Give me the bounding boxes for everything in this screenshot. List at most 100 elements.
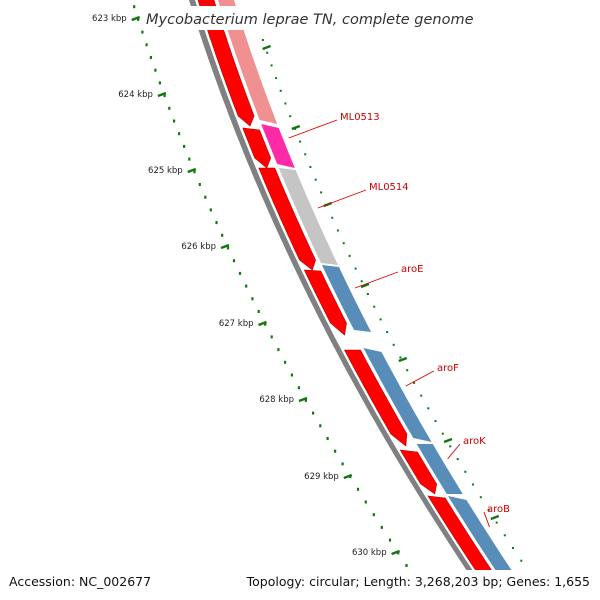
accession-text: Accession: NC_002677	[9, 574, 151, 589]
gene-labels: ML0513 ML0514 aroE aroF aroK aroB	[288, 112, 510, 528]
minor-tick	[183, 144, 186, 148]
cds-feature	[399, 449, 438, 495]
minor-tick	[434, 420, 437, 422]
gene-label-aroe: aroE	[401, 264, 423, 275]
minor-tick	[512, 547, 514, 549]
minor-tick	[386, 331, 389, 334]
gene-feature	[218, 0, 278, 124]
minor-tick	[270, 335, 273, 339]
major-tick	[157, 91, 167, 98]
kbp-label: 629 kbp	[304, 472, 339, 482]
gene-feature	[416, 444, 463, 494]
minor-tick	[373, 305, 376, 308]
cds-feature	[258, 167, 316, 271]
minor-tick	[284, 360, 287, 364]
minor-tick	[226, 246, 230, 250]
major-tick	[360, 282, 370, 289]
minor-tick	[392, 343, 395, 346]
minor-tick	[133, 5, 136, 9]
minor-tick	[304, 153, 307, 156]
gene-feature	[261, 124, 295, 168]
minor-tick	[487, 508, 490, 511]
minor-tick	[348, 254, 351, 257]
minor-tick	[154, 68, 157, 72]
minor-tick	[356, 487, 360, 491]
gene-leader-line	[317, 189, 367, 209]
map-title: Mycobacterium leprae TN, complete genome	[146, 12, 474, 28]
minor-tick	[209, 208, 212, 212]
minor-tick	[331, 216, 334, 219]
gene-label-arok: aroK	[463, 436, 486, 447]
gene-feature	[278, 168, 338, 265]
minor-tick	[198, 183, 201, 186]
minor-tick	[405, 564, 408, 567]
minor-tick	[413, 381, 416, 384]
gene-label-arof: aroF	[437, 363, 459, 374]
gene-leader-line	[447, 443, 461, 460]
minor-tick	[173, 119, 176, 123]
minor-tick	[334, 449, 337, 453]
minor-tick	[342, 242, 345, 245]
gene-leader-line	[405, 370, 435, 387]
minor-tick	[238, 271, 242, 275]
minor-tick	[372, 513, 375, 517]
minor-tick	[204, 195, 207, 199]
gene-leader-line	[354, 271, 399, 289]
kbp-label: 630 kbp	[352, 548, 387, 558]
minor-tick	[137, 17, 140, 21]
cds-feature	[344, 349, 408, 447]
minor-tick	[290, 373, 293, 377]
kbp-label: 627 kbp	[219, 319, 254, 329]
minor-tick	[441, 432, 444, 435]
minor-tick	[326, 437, 329, 440]
footer-backdrop	[0, 570, 600, 600]
minor-tick	[360, 280, 363, 283]
minor-tick	[495, 521, 498, 524]
major-tick	[443, 437, 453, 444]
minor-tick	[245, 284, 248, 288]
minor-tick	[320, 191, 323, 194]
minor-tick	[264, 322, 267, 326]
minor-tick	[299, 140, 302, 143]
minor-tick	[309, 166, 312, 168]
title-backdrop	[140, 6, 460, 30]
minor-tick	[388, 538, 392, 542]
minor-tick	[479, 496, 482, 499]
gene-label-ml0513: ML0513	[340, 112, 380, 123]
minor-tick	[232, 259, 236, 263]
minor-tick	[178, 132, 181, 136]
minor-tick	[279, 89, 282, 92]
minor-tick	[380, 525, 383, 529]
gene-feature	[363, 348, 432, 442]
kbp-label: 624 kbp	[118, 90, 153, 100]
minor-tick	[193, 170, 196, 174]
minor-tick	[366, 293, 369, 295]
minor-tick	[399, 356, 402, 359]
major-tick	[343, 473, 353, 480]
major-tick	[391, 549, 401, 556]
minor-tick	[297, 386, 300, 390]
genome-summary: Topology: circular; Length: 3,268,203 bp…	[246, 574, 590, 589]
minor-tick	[472, 483, 474, 486]
cds-feature	[303, 269, 347, 336]
minor-tick	[163, 94, 166, 98]
minor-tick	[275, 77, 278, 80]
minor-tick	[257, 310, 260, 313]
tick-marks: 623 kbp 624 kbp 625 kbp 626 kbp 627 kbp 628 k…	[92, 5, 548, 600]
gene-label-arob: aroB	[487, 504, 510, 515]
major-tick	[398, 356, 408, 363]
cds-feature	[200, 9, 255, 127]
minor-tick	[449, 445, 452, 448]
minor-tick	[503, 534, 506, 537]
minor-tick	[251, 297, 254, 301]
minor-tick	[314, 178, 317, 181]
minor-tick	[168, 106, 171, 110]
minor-tick	[406, 369, 409, 372]
minor-tick	[427, 407, 430, 410]
minor-tick	[520, 559, 523, 562]
minor-tick	[145, 43, 148, 47]
gene-leader-line	[483, 511, 490, 528]
major-tick	[262, 44, 272, 51]
minor-tick	[312, 411, 315, 415]
